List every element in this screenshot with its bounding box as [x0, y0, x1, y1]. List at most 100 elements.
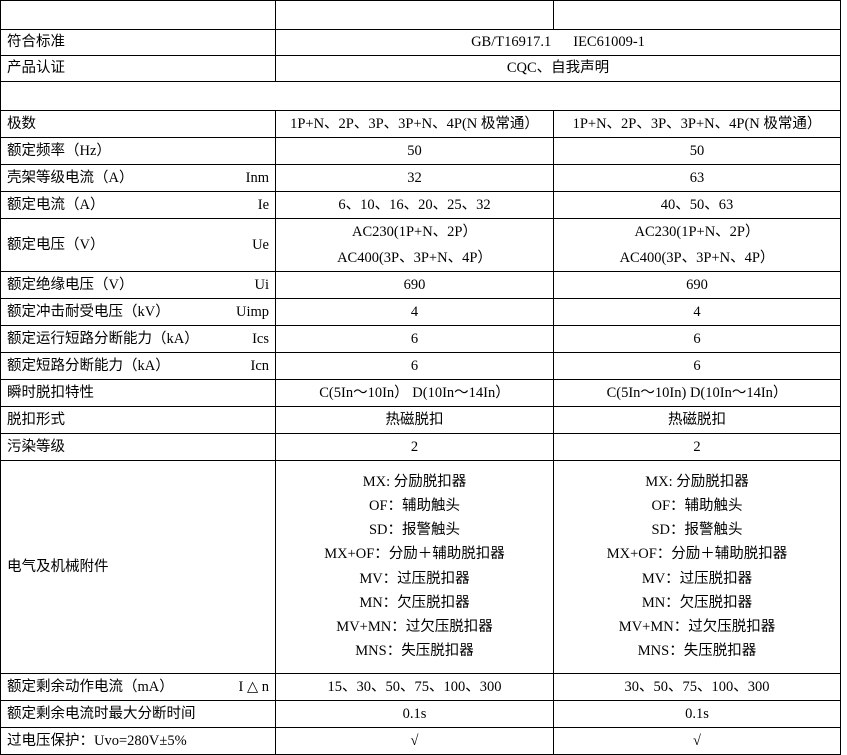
accessory-item: MN：欠压脱扣器: [359, 594, 470, 611]
row-label-ultimate-breaking-text: 额定短路分断能力（kA）: [7, 357, 170, 374]
table-row-standards: 符合标准 GB/T16917.1 IEC61009-1: [0, 29, 841, 56]
row-value-instantaneous-trip-63: C(5In～10In) D(10In～14In）: [553, 379, 841, 407]
accessory-item: SD：报警触头: [368, 522, 461, 539]
row-value-standards: GB/T16917.1 IEC61009-1: [275, 29, 841, 56]
row-value-ultimate-breaking-63: 6: [553, 352, 841, 380]
row-value-max-breaking-time-63: 0.1s: [553, 700, 841, 728]
row-value-certification: CQC、自我声明: [275, 55, 841, 82]
row-value-poles-63: 1P+N、2P、3P、3P+N、4P(N 极常通）: [553, 110, 841, 138]
row-value-overvoltage-protection-32: √: [275, 727, 554, 755]
row-label-accessories: 电气及机械附件: [0, 460, 276, 674]
row-label-service-breaking-text: 额定运行短路分断能力（kA）: [7, 330, 199, 347]
row-symbol-inm: Inm: [245, 169, 269, 186]
row-label-overvoltage-protection: 过电压保护：Uvo=280V±5%: [0, 727, 276, 755]
row-value-overvoltage-protection-63: √: [553, 727, 841, 755]
row-value-frequency-63: 50: [553, 137, 841, 165]
row-value-ultimate-breaking-32: 6: [275, 352, 554, 380]
accessory-item: MV：过压脱扣器: [359, 570, 470, 587]
table-row-trip-type: 脱扣形式 热磁脱扣 热磁脱扣: [0, 406, 841, 434]
row-value-service-breaking-32: 6: [275, 325, 554, 353]
table-row-pollution-degree: 污染等级 2 2: [0, 433, 841, 461]
row-label-impulse-voltage-text: 额定冲击耐受电压（kV）: [7, 303, 170, 320]
table-row-accessories: 电气及机械附件 MX: 分励脱扣器 OF：辅助触头 SD：报警触头 MX+OF：…: [0, 460, 841, 674]
voltage-63-line1: AC230(1P+N、2P）: [634, 223, 760, 240]
voltage-63-line2: AC400(3P、3P+N、4P）: [619, 250, 775, 266]
standard-iec: IEC61009-1: [573, 34, 645, 51]
row-value-frequency-32: 50: [275, 137, 554, 165]
table-row-max-breaking-time: 额定剩余电流时最大分断时间 0.1s 0.1s: [0, 700, 841, 728]
row-symbol-ics: Ics: [252, 330, 269, 347]
row-value-impulse-voltage-63: 4: [553, 298, 841, 326]
accessory-list-32: MX: 分励脱扣器 OF：辅助触头 SD：报警触头 MX+OF：分励＋辅助脱扣器…: [282, 472, 547, 661]
row-label-residual-current: 额定剩余动作电流（mA） I △ n: [0, 673, 276, 701]
row-label-rated-current: 额定电流（A） Ie: [0, 191, 276, 219]
row-value-impulse-voltage-32: 4: [275, 298, 554, 326]
row-value-trip-type-63: 热磁脱扣: [553, 406, 841, 434]
voltage-32-line1: AC230(1P+N、2P）: [352, 223, 477, 240]
accessory-item: MX: 分励脱扣器: [645, 474, 749, 491]
row-label-impulse-voltage: 额定冲击耐受电压（kV） Uimp: [0, 298, 276, 326]
row-label-rated-current-text: 额定电流（A）: [7, 196, 105, 213]
row-label-pollution-degree: 污染等级: [0, 433, 276, 461]
product-name-header: 产品名称: [0, 0, 276, 30]
row-value-instantaneous-trip-32: C(5In～10In） D(10In～14In）: [275, 379, 554, 407]
accessory-item: SD：报警触头: [651, 522, 743, 539]
accessory-item: MV+MN：过欠压脱扣器: [336, 618, 493, 635]
row-label-ultimate-breaking: 额定短路分断能力（kA） Icn: [0, 352, 276, 380]
row-value-frame-current-63: 63: [553, 164, 841, 192]
accessory-list-63: MX: 分励脱扣器 OF：辅助触头 SD：报警触头 MX+OF：分励＋辅助脱扣器…: [560, 472, 834, 661]
row-value-insulation-voltage-63: 690: [553, 271, 841, 299]
row-label-frame-current: 壳架等级电流（A） Inm: [0, 164, 276, 192]
table-header-row: 产品名称 TGB1NLE-32 TGB1NLE-63: [0, 0, 841, 30]
model-header-32: TGB1NLE-32: [275, 0, 554, 30]
accessory-item: MV：过压脱扣器: [641, 570, 753, 587]
accessory-item: MX+OF：分励＋辅助脱扣器: [606, 546, 788, 563]
table-row-ultimate-breaking: 额定短路分断能力（kA） Icn 6 6: [0, 352, 841, 380]
table-row-rated-voltage: 额定电压（V） Ue AC230(1P+N、2P） AC400(3P、3P+N、…: [0, 218, 841, 272]
row-value-accessories-32: MX: 分励脱扣器 OF：辅助触头 SD：报警触头 MX+OF：分励＋辅助脱扣器…: [275, 460, 554, 674]
row-label-max-breaking-time: 额定剩余电流时最大分断时间: [0, 700, 276, 728]
table-row-rated-current: 额定电流（A） Ie 6、10、16、20、25、32 40、50、63: [0, 191, 841, 219]
table-row-frame-current: 壳架等级电流（A） Inm 32 63: [0, 164, 841, 192]
row-value-poles-32: 1P+N、2P、3P、3P+N、4P(N 极常通）: [275, 110, 554, 138]
accessory-item: MV+MN：过欠压脱扣器: [618, 618, 776, 635]
accessory-item: OF：辅助触头: [651, 498, 743, 515]
row-label-poles: 极数: [0, 110, 276, 138]
row-value-frame-current-32: 32: [275, 164, 554, 192]
row-label-frequency: 额定频率（Hz）: [0, 137, 276, 165]
table-row-instantaneous-trip: 瞬时脱扣特性 C(5In～10In） D(10In～14In） C(5In～10…: [0, 379, 841, 407]
table-row-certification: 产品认证 CQC、自我声明: [0, 55, 841, 82]
row-value-pollution-degree-32: 2: [275, 433, 554, 461]
table-row-insulation-voltage: 额定绝缘电压（V） Ui 690 690: [0, 271, 841, 299]
row-symbol-ue: Ue: [252, 236, 269, 253]
row-label-insulation-voltage: 额定绝缘电压（V） Ui: [0, 271, 276, 299]
row-value-trip-type-32: 热磁脱扣: [275, 406, 554, 434]
table-row-poles: 极数 1P+N、2P、3P、3P+N、4P(N 极常通） 1P+N、2P、3P、…: [0, 110, 841, 138]
row-value-service-breaking-63: 6: [553, 325, 841, 353]
row-label-frame-current-text: 壳架等级电流（A）: [7, 169, 134, 186]
row-value-rated-voltage-32: AC230(1P+N、2P） AC400(3P、3P+N、4P）: [275, 218, 554, 272]
row-value-residual-current-63: 30、50、75、100、300: [553, 673, 841, 701]
accessory-item: MNS：失压脱扣器: [637, 642, 757, 659]
row-label-instantaneous-trip: 瞬时脱扣特性: [0, 379, 276, 407]
row-label-standards: 符合标准: [0, 29, 276, 56]
table-row-service-breaking: 额定运行短路分断能力（kA） Ics 6 6: [0, 325, 841, 353]
row-label-trip-type: 脱扣形式: [0, 406, 276, 434]
row-label-rated-voltage-text: 额定电压（V）: [7, 236, 105, 253]
row-symbol-ui: Ui: [254, 276, 270, 293]
row-value-pollution-degree-63: 2: [553, 433, 841, 461]
row-value-residual-current-32: 15、30、50、75、100、300: [275, 673, 554, 701]
table-row-residual-current: 额定剩余动作电流（mA） I △ n 15、30、50、75、100、300 3…: [0, 673, 841, 701]
row-symbol-icn: Icn: [250, 357, 269, 374]
model-header-63: TGB1NLE-63: [553, 0, 841, 30]
section-header-electrical: 电气特性: [0, 81, 841, 111]
row-value-max-breaking-time-32: 0.1s: [275, 700, 554, 728]
row-label-certification: 产品认证: [0, 55, 276, 82]
accessory-item: MNS：失压脱扣器: [355, 642, 474, 659]
table-row-overvoltage-protection: 过电压保护：Uvo=280V±5% √ √: [0, 727, 841, 755]
row-symbol-ie: Ie: [257, 196, 269, 213]
row-label-rated-voltage: 额定电压（V） Ue: [0, 218, 276, 272]
row-symbol-uimp: Uimp: [235, 303, 269, 320]
row-value-rated-current-32: 6、10、16、20、25、32: [275, 191, 554, 219]
